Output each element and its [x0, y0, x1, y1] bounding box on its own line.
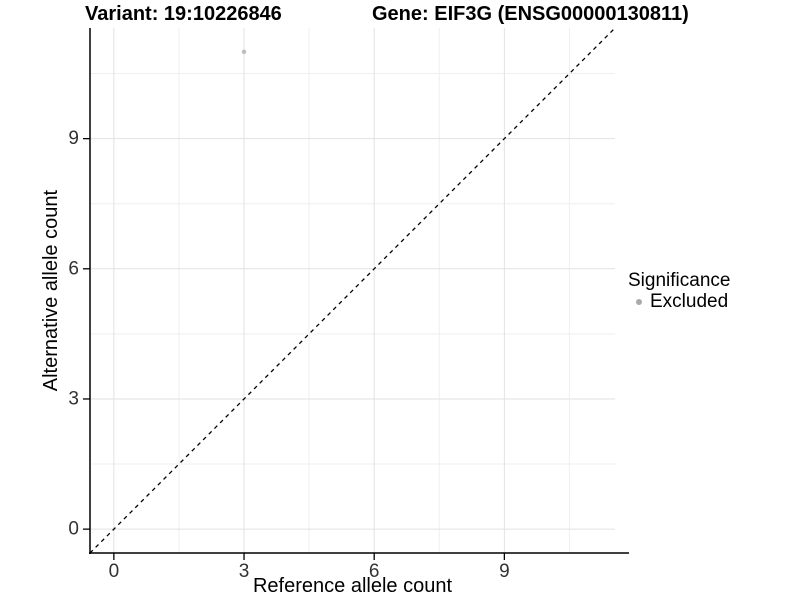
plot-title-gene: Gene: EIF3G (ENSG00000130811) [372, 3, 689, 25]
legend: Significance Excluded [628, 270, 730, 312]
x-tick-label: 9 [499, 561, 510, 582]
x-axis-title: Reference allele count [252, 575, 452, 597]
x-tick-label: 3 [239, 561, 250, 582]
y-axis-title: Alternative allele count [40, 189, 62, 392]
identity-line [89, 27, 616, 554]
legend-key [628, 291, 650, 312]
y-tick-label: 0 [68, 519, 79, 540]
legend-item-excluded: Excluded [628, 291, 730, 312]
data-point [241, 49, 247, 55]
excluded-dot-icon [636, 298, 642, 305]
y-tick-label: 9 [68, 128, 79, 149]
y-tick-label: 3 [68, 388, 79, 409]
legend-item-label: Excluded [650, 291, 729, 312]
y-tick-label: 6 [68, 258, 79, 279]
x-tick-label: 6 [369, 561, 380, 582]
x-tick-label: 0 [109, 561, 120, 582]
y-axis-title-wrap: Alternative allele count [40, 28, 63, 553]
legend-title: Significance [628, 270, 731, 291]
plot-title-variant: Variant: 19:10226846 [85, 3, 282, 25]
